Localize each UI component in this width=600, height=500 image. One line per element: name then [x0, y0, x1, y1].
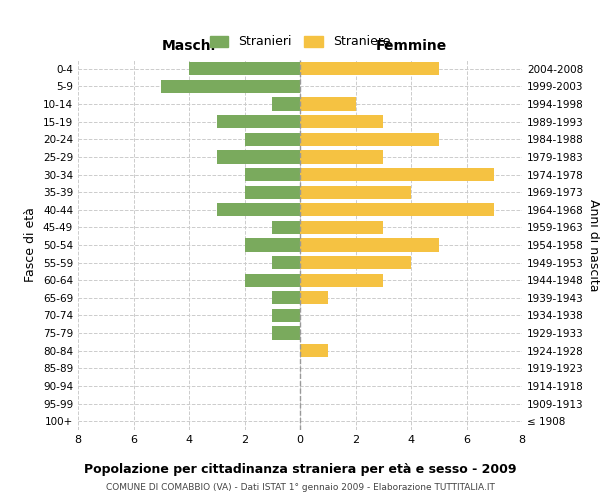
Bar	[161, 80, 300, 93]
Y-axis label: Anni di nascita: Anni di nascita	[587, 198, 600, 291]
Text: COMUNE DI COMABBIO (VA) - Dati ISTAT 1° gennaio 2009 - Elaborazione TUTTITALIA.I: COMUNE DI COMABBIO (VA) - Dati ISTAT 1° …	[106, 482, 494, 492]
Bar	[272, 221, 300, 234]
Bar	[300, 291, 328, 304]
Bar	[245, 238, 300, 252]
Bar	[300, 256, 411, 269]
Bar	[217, 150, 300, 164]
Bar	[217, 115, 300, 128]
Bar	[272, 326, 300, 340]
Bar	[300, 221, 383, 234]
Bar	[300, 132, 439, 146]
Bar	[300, 98, 355, 110]
Y-axis label: Fasce di età: Fasce di età	[25, 208, 37, 282]
Bar	[245, 168, 300, 181]
Bar	[300, 62, 439, 76]
Bar	[300, 115, 383, 128]
Text: Femmine: Femmine	[376, 39, 446, 53]
Bar	[300, 344, 328, 358]
Legend: Stranieri, Straniere: Stranieri, Straniere	[203, 29, 397, 54]
Text: Maschi: Maschi	[162, 39, 216, 53]
Bar	[217, 203, 300, 216]
Bar	[245, 274, 300, 287]
Bar	[300, 150, 383, 164]
Bar	[300, 203, 494, 216]
Bar	[272, 291, 300, 304]
Bar	[272, 309, 300, 322]
Bar	[300, 274, 383, 287]
Bar	[189, 62, 300, 76]
Text: Popolazione per cittadinanza straniera per età e sesso - 2009: Popolazione per cittadinanza straniera p…	[84, 462, 516, 475]
Bar	[245, 132, 300, 146]
Bar	[300, 168, 494, 181]
Bar	[300, 238, 439, 252]
Bar	[245, 186, 300, 198]
Bar	[300, 186, 411, 198]
Bar	[272, 98, 300, 110]
Bar	[272, 256, 300, 269]
